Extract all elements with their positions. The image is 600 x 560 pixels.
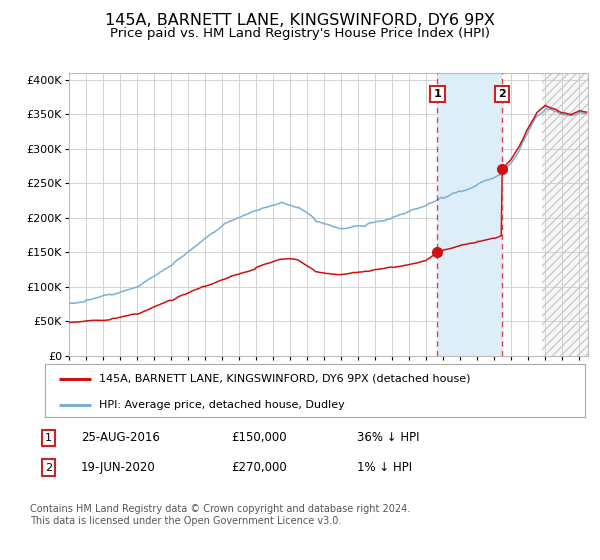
- Text: 25-AUG-2016: 25-AUG-2016: [81, 431, 160, 445]
- Text: Price paid vs. HM Land Registry's House Price Index (HPI): Price paid vs. HM Land Registry's House …: [110, 27, 490, 40]
- Text: HPI: Average price, detached house, Dudley: HPI: Average price, detached house, Dudl…: [99, 400, 345, 410]
- Text: 36% ↓ HPI: 36% ↓ HPI: [357, 431, 419, 445]
- Text: 2: 2: [45, 463, 52, 473]
- Text: £150,000: £150,000: [231, 431, 287, 445]
- Text: 2: 2: [499, 89, 506, 99]
- Text: Contains HM Land Registry data © Crown copyright and database right 2024.
This d: Contains HM Land Registry data © Crown c…: [30, 504, 410, 526]
- Text: 1: 1: [45, 433, 52, 443]
- Text: 19-JUN-2020: 19-JUN-2020: [81, 461, 156, 474]
- Bar: [542, 73, 588, 356]
- Text: 145A, BARNETT LANE, KINGSWINFORD, DY6 9PX: 145A, BARNETT LANE, KINGSWINFORD, DY6 9P…: [105, 13, 495, 28]
- Bar: [437, 73, 502, 356]
- Bar: [542, 73, 588, 356]
- Bar: [542, 73, 588, 356]
- Text: £270,000: £270,000: [231, 461, 287, 474]
- Text: 145A, BARNETT LANE, KINGSWINFORD, DY6 9PX (detached house): 145A, BARNETT LANE, KINGSWINFORD, DY6 9P…: [99, 374, 470, 384]
- Text: 1: 1: [434, 89, 441, 99]
- Text: 1% ↓ HPI: 1% ↓ HPI: [357, 461, 412, 474]
